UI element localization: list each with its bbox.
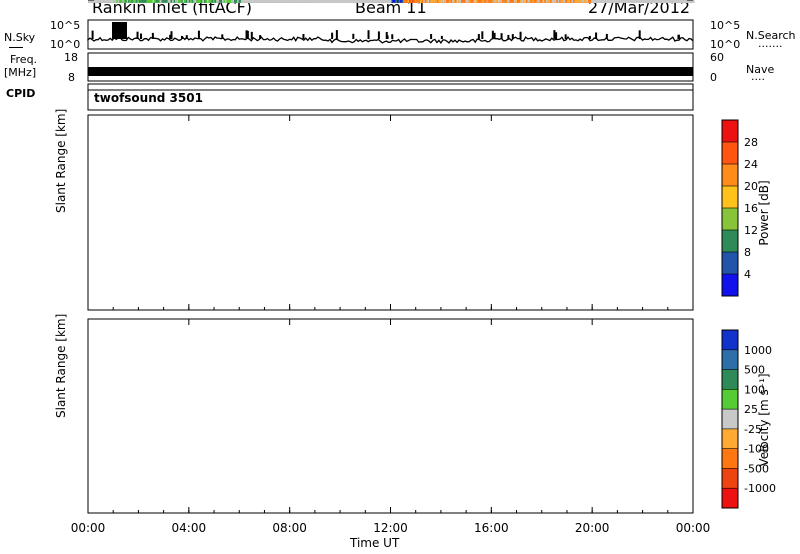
freq-tick-top: 18 [64,51,78,64]
nsearch-label: N.Search [746,29,796,42]
nave-label: Nave [746,63,774,76]
y-tick-label: 4000 [53,0,84,3]
colorbar-tick-label: 24 [744,158,758,171]
colorbar-swatch [722,409,738,430]
velocity-heatmap [88,0,695,3]
colorbar-tick-label: 4 [744,268,751,281]
colorbar-tick-label: 28 [744,136,758,149]
velocity-colorbar: 1000 500 100 25 -25 -100 -500 -1000 [721,329,776,509]
freq-trace [88,67,693,76]
colorbar-tick-label: 16 [744,202,758,215]
nave-tick-bottom: 0 [710,71,717,84]
colorbar-swatch [722,389,738,410]
time-xlabel: Time UT [350,536,399,550]
nave-tick-top: 60 [710,51,724,64]
y-tick-label: 1000 [53,0,84,3]
power-colorbar: 28 24 20 16 12 8 4 [721,119,758,297]
power-ylabel: Slant Range [km] [54,109,70,213]
colorbar-swatch [722,230,738,253]
cpid-panel-frame [87,83,694,111]
date-label: 27/Mar/2012 [588,0,690,17]
power-panel-frame [87,114,694,311]
y-tick-label: 3000 [53,0,84,3]
colorbar-tick-label: 12 [744,224,758,237]
cpid-value: twofsound 3501 [94,91,203,105]
colorbar-tick-label: 20 [744,180,758,193]
colorbar-swatch [722,120,738,143]
x-tick-label: 16:00 [474,521,509,535]
colorbar-swatch [722,369,738,390]
power-colorbar-label: Power [dB] [757,163,773,263]
colorbar-swatch [722,488,738,509]
velocity-ylabel: Slant Range [km] [54,314,70,418]
nsky-trace [87,22,694,45]
nsearch-tick-top: 10^5 [710,19,740,32]
nsky-tick-bottom: 10^0 [50,38,80,51]
sky-panel-frame [87,19,694,50]
colorbar-swatch [722,448,738,469]
y-tick-label: 2000 [53,0,84,3]
colorbar-swatch [722,252,738,275]
velocity-panel-frame [87,318,694,514]
cpid-label: CPID [6,87,35,100]
beam-label: Beam 11 [355,0,427,17]
nave-legend-dots: ···· [751,73,765,86]
velocity-colorbar-label: Velocity [m s⁻¹] [757,360,773,480]
freq-unit-label: [MHz] [4,66,36,79]
colorbar-tick-label: -1000 [744,482,776,495]
colorbar-swatch [722,349,738,371]
y-tick-label: 1000 [53,0,84,3]
y-tick-label: 2000 [53,0,84,3]
colorbar-swatch [722,142,738,165]
colorbar-tick-label: -500 [744,462,769,475]
x-tick-label: 00:00 [676,521,711,535]
x-tick-label: 08:00 [272,521,307,535]
colorbar-tick-label: -25 [744,423,762,436]
station-title: Rankin Inlet (fitACF) [92,0,252,17]
x-tick-label: 04:00 [172,521,207,535]
x-tick-label: 00:00 [71,521,106,535]
colorbar-swatch [722,208,738,231]
colorbar-tick-label: -100 [744,443,769,456]
colorbar-swatch [722,274,738,297]
y-tick-label: 4000 [53,0,84,3]
colorbar-swatch [722,468,738,489]
x-tick-label: 12:00 [373,521,408,535]
nsky-legend-line [9,47,23,48]
colorbar-tick-label: 8 [744,246,751,259]
colorbar-tick-label: 25 [744,403,758,416]
freq-label: Freq. [10,53,37,66]
colorbar-tick-label: 100 [744,383,765,396]
y-tick-label: 3000 [53,0,84,3]
x-tick-label: 20:00 [575,521,610,535]
colorbar-tick-label: 500 [744,364,765,377]
nsearch-tick-bottom: 10^0 [710,38,740,51]
freq-tick-bottom: 8 [68,71,75,84]
nsky-tick-top: 10^5 [50,19,80,32]
colorbar-swatch [722,330,738,351]
axes: 00:0004:0008:0012:0016:0020:0000:0010002… [53,0,710,535]
colorbar-swatch [722,428,738,450]
nsearch-legend-dots: ······· [758,40,782,53]
colorbar-swatch [722,164,738,187]
nsky-label: N.Sky [4,31,35,44]
colorbar-tick-label: 1000 [744,344,772,357]
colorbar-swatch [722,186,738,209]
